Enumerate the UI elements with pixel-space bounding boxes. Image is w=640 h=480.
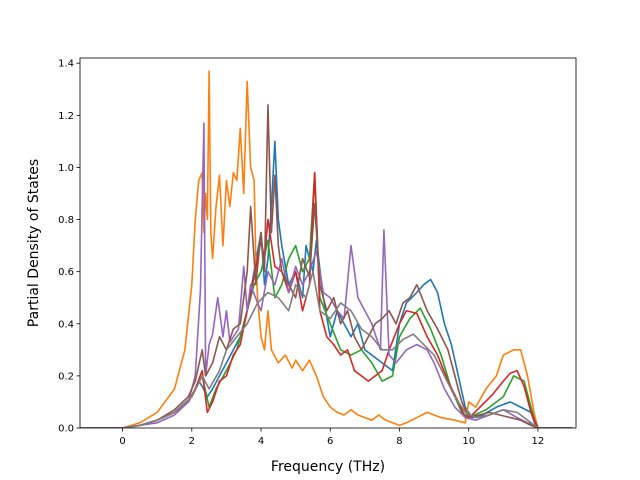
x-tick-label: 2 — [189, 436, 195, 447]
y-tick-label: 0.0 — [58, 424, 74, 435]
y-axis-label: Partial Density of States — [26, 159, 42, 327]
x-tick-label: 6 — [327, 436, 333, 447]
x-tick-label: 0 — [119, 436, 125, 447]
y-tick-label: 1.0 — [58, 163, 74, 174]
y-tick-label: 0.6 — [58, 267, 74, 278]
series-line-7 — [80, 270, 573, 428]
series-layer — [80, 70, 573, 428]
plot-area — [80, 58, 576, 428]
y-tick-label: 1.4 — [58, 59, 74, 70]
x-tick-label: 8 — [396, 436, 402, 447]
series-line-6 — [80, 104, 573, 428]
x-tick-label: 10 — [462, 436, 475, 447]
y-tick-label: 0.2 — [58, 371, 74, 382]
series-line-5 — [80, 122, 573, 428]
plot-frame — [79, 57, 577, 429]
x-tick-label: 4 — [258, 436, 264, 447]
y-tick-label: 1.2 — [58, 111, 74, 122]
x-tick-label: 12 — [532, 436, 545, 447]
x-axis-label: Frequency (THz) — [271, 459, 385, 475]
y-axis-ticks: 0.0 0.2 0.4 0.6 0.8 1.0 1.2 1.4 — [58, 59, 80, 435]
y-tick-label: 0.8 — [58, 215, 74, 226]
x-axis-ticks: 0 2 4 6 8 10 12 — [119, 428, 544, 447]
y-tick-label: 0.4 — [58, 319, 74, 330]
